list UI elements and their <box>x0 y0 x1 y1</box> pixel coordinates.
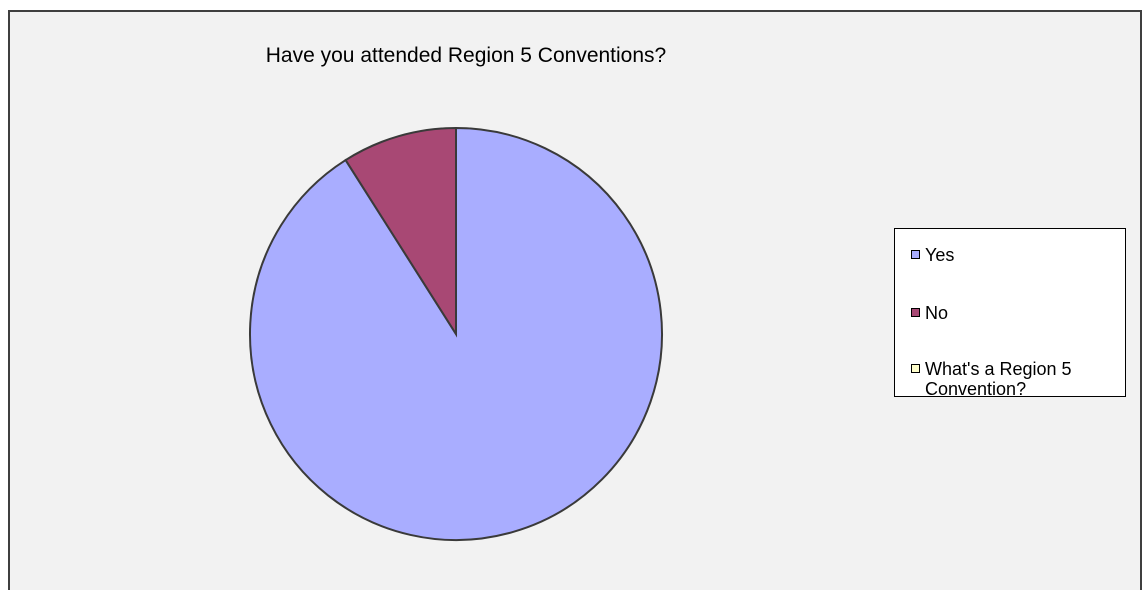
legend-swatch-yes <box>911 250 920 259</box>
pie-slice-no <box>344 126 457 338</box>
legend-swatch-no <box>911 308 920 317</box>
legend-label-whats-a-region-5-convention: What's a Region 5 Convention? <box>925 359 1072 399</box>
legend-label-no: No <box>925 303 949 323</box>
legend: Yes No What's a Region 5 Convention? <box>894 228 1126 399</box>
chart-frame: Have you attended Region 5 Conventions? … <box>8 10 1142 590</box>
legend-label-yes: Yes <box>925 245 955 265</box>
chart-title: Have you attended Region 5 Conventions? <box>265 44 667 67</box>
pie-chart <box>249 126 663 541</box>
legend-item-yes: Yes <box>911 245 1125 265</box>
legend-item-no: No <box>911 303 1125 323</box>
legend-swatch-whats-a-region-5-convention <box>911 364 920 373</box>
legend-item-whats-a-region-5-convention: What's a Region 5 Convention? <box>911 359 1125 399</box>
